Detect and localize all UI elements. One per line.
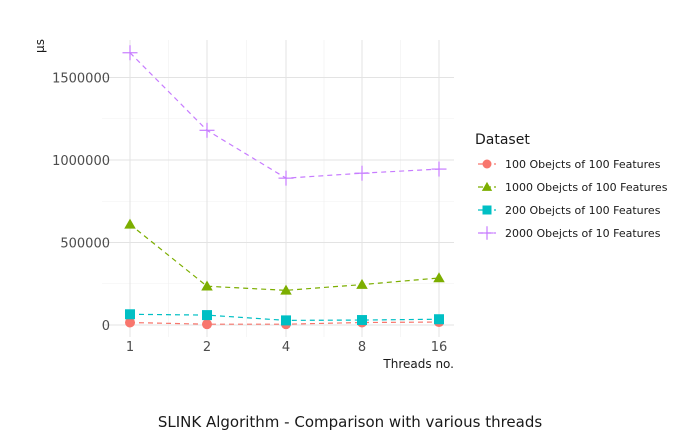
data-point — [480, 226, 494, 240]
legend-entry: 1000 Obejcts of 100 Features — [478, 181, 668, 194]
chart-caption: SLINK Algorithm - Comparison with variou… — [158, 413, 543, 431]
legend-label: 200 Obejcts of 100 Features — [505, 204, 661, 217]
series-line — [129, 223, 440, 291]
x-axis-title: Threads no. — [382, 357, 454, 371]
y-axis-title: µs — [33, 39, 47, 53]
data-point — [434, 314, 444, 325]
series-line — [129, 52, 440, 179]
data-point — [202, 319, 212, 330]
legend-entry: 200 Obejcts of 100 Features — [478, 204, 661, 217]
data-point — [124, 218, 136, 229]
data-point — [431, 161, 447, 177]
legend-label: 100 Obejcts of 100 Features — [505, 158, 661, 171]
x-tick-label: 8 — [358, 340, 366, 355]
data-point — [356, 278, 368, 289]
series — [124, 218, 445, 295]
data-point — [199, 122, 215, 138]
data-point — [125, 309, 135, 320]
data-point — [122, 45, 138, 61]
y-tick-label: 1500000 — [52, 72, 110, 87]
x-tick-label: 2 — [203, 340, 211, 355]
x-tick-label: 1 — [126, 340, 134, 355]
tick-labels: 0 500000 1000000 1500000 1 2 4 8 16 — [52, 72, 447, 356]
data-point — [482, 205, 492, 215]
data-point — [201, 280, 213, 291]
data-point — [357, 315, 367, 326]
data-point — [281, 315, 291, 326]
y-tick-label: 0 — [102, 319, 110, 334]
data-point — [278, 170, 294, 186]
data-point — [481, 181, 493, 191]
legend-label: 2000 Obejcts of 10 Features — [505, 227, 661, 240]
y-tick-label: 500000 — [60, 237, 110, 252]
legend: Dataset 100 Obejcts of 100 Features 1000 … — [475, 132, 668, 240]
legend-label: 1000 Obejcts of 100 Features — [505, 181, 668, 194]
legend-entry: 2000 Obejcts of 10 Features — [478, 226, 661, 240]
grid — [102, 40, 454, 337]
data-point — [125, 317, 135, 328]
data-point — [433, 272, 445, 283]
legend-title: Dataset — [475, 132, 530, 148]
x-tick-label: 16 — [431, 340, 448, 355]
data-point — [482, 159, 492, 169]
data-point — [354, 165, 370, 181]
x-tick-label: 4 — [282, 340, 290, 355]
series — [122, 45, 447, 186]
series-layer — [122, 45, 447, 330]
y-tick-label: 1000000 — [52, 154, 110, 169]
legend-entry: 100 Obejcts of 100 Features — [478, 158, 661, 171]
data-point — [202, 310, 212, 321]
data-point — [280, 284, 292, 295]
series — [125, 309, 444, 326]
